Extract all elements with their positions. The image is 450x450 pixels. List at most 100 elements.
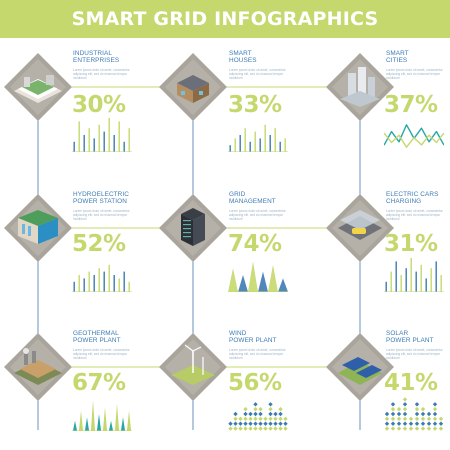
section-title: WIND POWER PLANT [229, 330, 277, 345]
chart-bar [73, 281, 75, 292]
chart-bar [73, 141, 75, 152]
section-tile-5 [159, 194, 227, 262]
section-title: GEOTHERMAL POWER PLANT [73, 330, 121, 345]
chart-bar [259, 138, 261, 152]
chart-dot [414, 406, 420, 412]
chart-bar [430, 268, 432, 292]
chart-bar [440, 275, 442, 292]
chart-bar [415, 271, 417, 292]
chart-dot [432, 402, 438, 407]
chart-dot [432, 421, 438, 426]
chart-bar [123, 271, 125, 292]
chart-dot [253, 411, 258, 417]
section-description: Lorem ipsum dolor sit amet, consectetur … [386, 208, 443, 222]
section-text-6: ELECTRIC CARS CHARGING Lorem ipsum dolor … [386, 191, 450, 221]
chart-bar [113, 135, 115, 152]
chart-dot [414, 421, 420, 426]
section-percent: 67% [72, 370, 126, 396]
section-tile-9 [326, 333, 394, 401]
chart-bar [405, 268, 407, 292]
city-icon [326, 53, 394, 121]
chart-dot [438, 421, 444, 426]
chart-dot [438, 426, 444, 431]
chart-dot [402, 426, 408, 431]
chart-bar [239, 135, 241, 152]
chart-dot [283, 416, 288, 422]
chart-dot [273, 426, 278, 431]
chart-bar [108, 118, 110, 152]
chart-dot [432, 411, 438, 417]
chart-dot [273, 411, 278, 417]
chart-bar [128, 281, 130, 292]
section-percent: 41% [384, 370, 438, 396]
chart-dot [390, 406, 396, 412]
chart-dot [432, 416, 438, 422]
chart-bar [420, 264, 422, 292]
chart-dot [426, 426, 432, 431]
section-percent: 33% [228, 92, 282, 118]
chart-dot [432, 406, 438, 412]
chart-bar [249, 141, 251, 152]
chart-dot [402, 421, 408, 426]
solar-panel-icon [326, 333, 394, 401]
section-percent: 74% [228, 231, 282, 257]
geothermal-icon [4, 333, 72, 401]
section-text-5: GRID MANAGEMENT Lorem ipsum dolor sit ame… [229, 191, 311, 221]
chart-dot [268, 416, 273, 422]
chart-dot [432, 426, 438, 431]
chart-dot [263, 421, 268, 426]
section-percent: 52% [72, 231, 126, 257]
chart-bar [78, 121, 80, 152]
section-text-2: SMART HOUSES Lorem ipsum dolor sit amet, … [229, 50, 311, 80]
chart-bar [98, 268, 100, 292]
chart-dot [273, 416, 278, 422]
chart-dot [248, 416, 253, 422]
section-tile-1 [4, 53, 72, 121]
chart-dot [390, 421, 396, 426]
wind-turbine-icon [159, 333, 227, 401]
chart-dot [414, 402, 420, 407]
chart-spike [84, 417, 90, 431]
chart-dot [248, 411, 253, 417]
section-chart-5 [228, 261, 288, 292]
chart-dot [414, 426, 420, 431]
chart-dot [426, 411, 432, 417]
chart-bar [410, 258, 412, 292]
chart-dot [396, 406, 402, 412]
chart-bar [93, 275, 95, 292]
header-banner: SMART GRID INFOGRAPHICS [0, 0, 450, 38]
chart-dot [420, 416, 426, 422]
chart-bar [108, 264, 110, 292]
chart-dot [278, 406, 283, 412]
chart-dot [420, 426, 426, 431]
section-percent: 30% [72, 92, 126, 118]
chart-dot [258, 421, 263, 426]
chart-dot [268, 406, 273, 412]
chart-dot [258, 411, 263, 417]
section-description: Lorem ipsum dolor sit amet, consectetur … [229, 208, 286, 222]
chart-dot [384, 421, 390, 426]
chart-peak [258, 271, 268, 292]
section-description: Lorem ipsum dolor sit amet, consectetur … [386, 67, 443, 81]
chart-bar [88, 128, 90, 152]
chart-bar [113, 275, 115, 292]
chart-dot [258, 426, 263, 431]
chart-bar [400, 275, 402, 292]
section-text-3: SMART CITIES Lorem ipsum dolor sit amet, … [386, 50, 450, 80]
chart-spike [90, 400, 96, 431]
chart-bar [88, 271, 90, 292]
chart-dot [278, 416, 283, 422]
chart-dot [390, 416, 396, 422]
chart-dot [243, 421, 248, 426]
chart-dot [426, 416, 432, 422]
section-tile-7 [4, 333, 72, 401]
section-description: Lorem ipsum dolor sit amet, consectetur … [229, 347, 286, 361]
chart-peak [228, 268, 238, 292]
chart-dot [243, 411, 248, 417]
factory-icon [4, 53, 72, 121]
chart-spike [96, 414, 102, 431]
section-chart-1 [72, 118, 132, 152]
chart-bar [264, 124, 266, 152]
section-text-8: WIND POWER PLANT Lorem ipsum dolor sit am… [229, 330, 311, 360]
section-chart-7 [72, 400, 132, 431]
